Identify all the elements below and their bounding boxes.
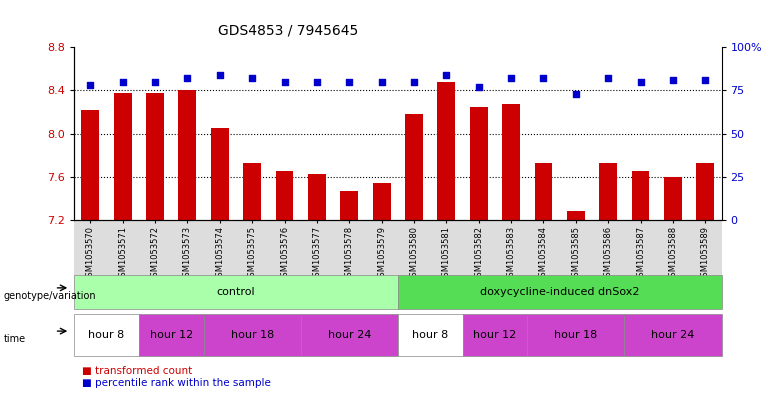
Bar <box>502 105 520 220</box>
Point <box>246 75 258 81</box>
Bar <box>211 128 229 220</box>
Bar <box>243 163 261 220</box>
Bar <box>599 163 617 220</box>
Bar <box>114 92 132 220</box>
Text: hour 12: hour 12 <box>150 330 193 340</box>
Point <box>375 79 388 85</box>
Bar <box>664 177 682 220</box>
Point <box>537 75 550 81</box>
Point <box>667 77 679 83</box>
Text: GDS4853 / 7945645: GDS4853 / 7945645 <box>218 23 359 37</box>
Text: hour 24: hour 24 <box>328 330 371 340</box>
Text: hour 24: hour 24 <box>651 330 695 340</box>
Bar <box>340 191 358 220</box>
Bar <box>632 171 650 220</box>
Bar <box>567 211 585 220</box>
Bar <box>81 110 99 220</box>
Bar <box>308 174 326 220</box>
Bar <box>438 82 456 220</box>
Point <box>602 75 615 81</box>
Point <box>343 79 356 85</box>
Bar <box>470 107 488 220</box>
Text: control: control <box>217 287 255 297</box>
Point <box>473 84 485 90</box>
Text: hour 12: hour 12 <box>473 330 516 340</box>
Text: hour 8: hour 8 <box>412 330 448 340</box>
Point <box>278 79 291 85</box>
Text: genotype/variation: genotype/variation <box>4 291 97 301</box>
Point <box>699 77 711 83</box>
Point <box>214 72 226 78</box>
Bar <box>534 163 552 220</box>
Bar <box>697 163 714 220</box>
Point <box>181 75 193 81</box>
Text: hour 18: hour 18 <box>231 330 274 340</box>
Point <box>116 79 129 85</box>
Point <box>149 79 161 85</box>
Point <box>505 75 517 81</box>
Text: doxycycline-induced dnSox2: doxycycline-induced dnSox2 <box>480 287 640 297</box>
Bar <box>179 90 197 220</box>
Point <box>440 72 452 78</box>
Bar <box>405 114 423 220</box>
Point <box>408 79 420 85</box>
Bar <box>275 171 293 220</box>
Point <box>310 79 323 85</box>
Point <box>84 82 97 88</box>
Text: time: time <box>4 334 26 344</box>
Text: hour 18: hour 18 <box>555 330 597 340</box>
Bar <box>373 183 391 220</box>
Text: hour 8: hour 8 <box>88 330 125 340</box>
Text: ■ percentile rank within the sample: ■ percentile rank within the sample <box>82 378 271 388</box>
Text: ■ transformed count: ■ transformed count <box>82 366 192 376</box>
Point <box>569 91 582 97</box>
Bar <box>146 92 164 220</box>
Point <box>634 79 647 85</box>
